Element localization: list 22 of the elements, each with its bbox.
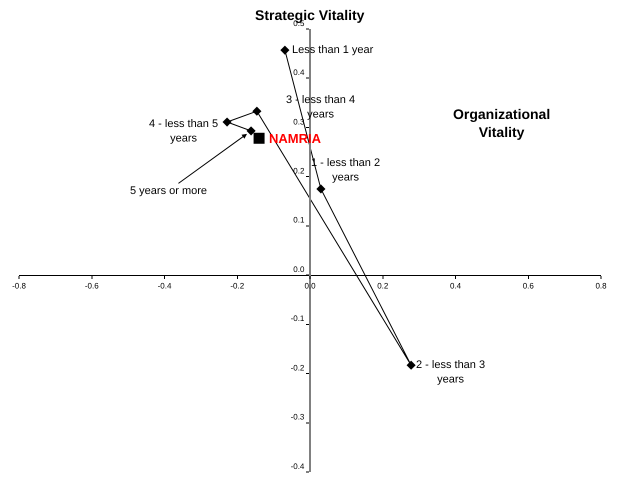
y-tick-label: 0.1 (293, 216, 305, 225)
x-tick-label: 0.8 (595, 282, 608, 291)
x-tick-label: -0.2 (230, 282, 245, 291)
x-tick-label: 0.4 (450, 282, 462, 291)
x-tick-label: 0.0 (304, 282, 316, 291)
y-tick-label: 0.0 (293, 264, 305, 274)
x-tick-label: 0.6 (522, 282, 534, 291)
annotation: 4 - less than 5 years (149, 118, 218, 144)
x-tick-label: 0.2 (377, 282, 389, 291)
annotation: Less than 1 year (292, 44, 374, 56)
y-tick-label: -0.2 (290, 363, 305, 372)
annotation: 2 - less than 3 years (416, 359, 486, 386)
y-tick-label: -0.4 (290, 462, 305, 471)
y-tick-label: 0.4 (293, 68, 305, 78)
x-tick-label: -0.4 (158, 282, 172, 291)
y-tick-label: 0.2 (293, 166, 305, 176)
x-tick-label: -0.8 (12, 282, 26, 291)
annotation: 5 years or more (130, 185, 208, 197)
x-axis-title: Organizational Vitality (453, 106, 550, 140)
y-tick-label: -0.3 (290, 412, 305, 422)
x-tick-label: -0.6 (84, 282, 100, 291)
y-tick-label: -0.1 (290, 314, 305, 324)
